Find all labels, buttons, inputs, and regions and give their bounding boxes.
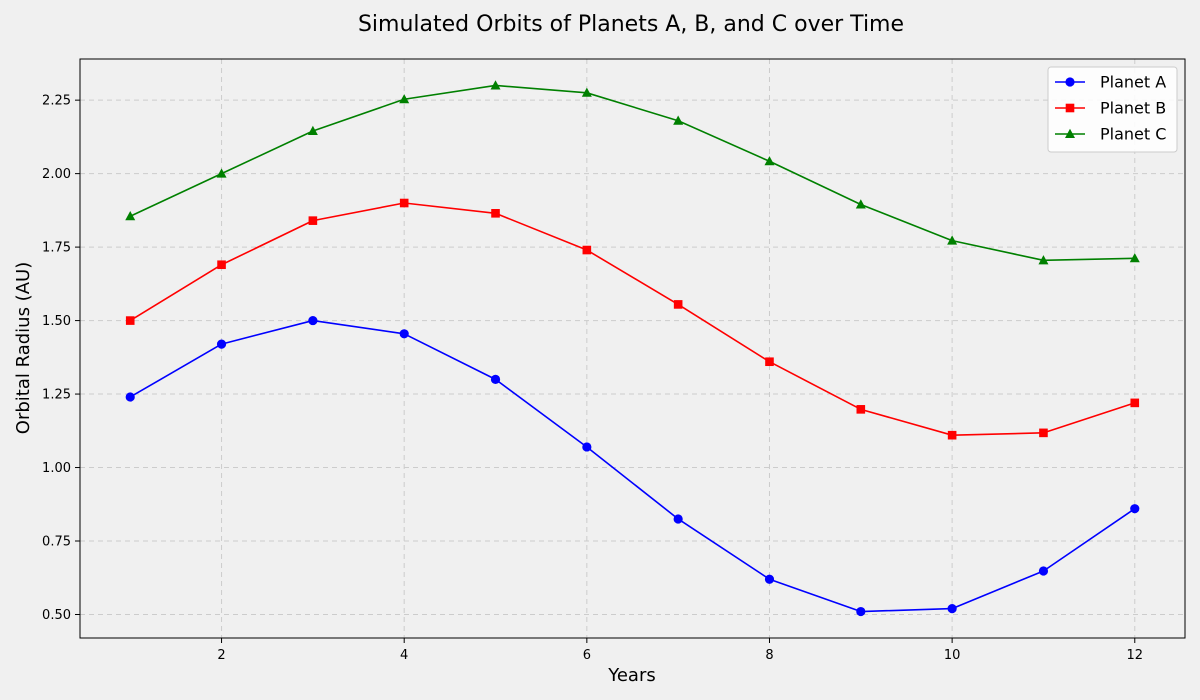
planet-a-point (1130, 504, 1140, 514)
planet-b-point (947, 430, 957, 440)
planet-a-point (673, 514, 683, 524)
planet-c-point (399, 94, 410, 104)
planet-a-point (764, 574, 775, 584)
x-tick-label: 12 (1126, 648, 1143, 663)
y-axis-label: Orbital Radius (AU) (13, 262, 34, 434)
planet-c-point (490, 80, 501, 90)
planet-b-series (125, 198, 1140, 440)
planet-a-point (308, 315, 318, 326)
x-axis-label: Years (607, 665, 656, 686)
planet-c-point (125, 211, 136, 221)
planet-a-point (399, 329, 409, 339)
planet-b-point (217, 260, 226, 270)
legend-marker-planet-c (1065, 128, 1075, 138)
legend-marker-planet-b (1065, 103, 1075, 113)
planet-c-series (125, 80, 1140, 265)
y-tick-label: 0.50 (42, 608, 71, 623)
legend-entry-planet-b: Planet B (1055, 99, 1166, 118)
planet-a-line (129, 319, 1136, 613)
planet-b-point (673, 300, 683, 309)
planet-a-point (490, 374, 501, 384)
planet-b-point (399, 198, 409, 208)
planet-c-point (216, 168, 227, 178)
planet-b-point (308, 216, 318, 225)
chart-title: Simulated Orbits of Planets A, B, and C … (358, 12, 904, 37)
series-lines (125, 80, 1140, 617)
planet-b-point (765, 357, 774, 367)
legend-label-planet-b: Planet B (1100, 99, 1166, 118)
y-tick-label: 2.25 (42, 94, 71, 109)
planet-c-point (764, 156, 775, 166)
planet-b-point (1130, 398, 1140, 408)
planet-c-point (581, 87, 592, 97)
y-tick-label: 1.75 (42, 241, 71, 256)
y-tick-label: 1.25 (42, 388, 71, 403)
planet-b-point (491, 209, 500, 218)
planet-b-line (129, 202, 1136, 437)
y-tick-label: 0.75 (42, 535, 71, 550)
planet-a-point (216, 339, 227, 349)
planet-c-point (1038, 255, 1049, 265)
legend-marker-planet-a (1065, 77, 1075, 87)
planet-b-point (856, 405, 866, 414)
x-tick-label: 10 (944, 648, 961, 663)
planet-c-point (947, 235, 958, 245)
y-tick-label: 1.00 (42, 461, 71, 476)
y-tick-label: 2.00 (42, 167, 71, 182)
planet-a-point (125, 392, 135, 402)
planet-c-point (1129, 253, 1140, 263)
x-tick-label: 6 (583, 648, 591, 663)
plot-area (79, 58, 1186, 639)
planet-b-point (582, 245, 592, 255)
legend-box (1047, 66, 1178, 153)
planet-a-point (1038, 566, 1049, 576)
planet-b-point (125, 316, 135, 325)
planet-c-line (129, 84, 1135, 262)
x-tick-label: 2 (217, 648, 225, 663)
planet-c-point (307, 125, 318, 136)
planet-b-point (1039, 428, 1048, 438)
x-tick-label: 8 (765, 648, 773, 663)
legend-entry-planet-a: Planet A (1055, 73, 1166, 92)
legend: Planet A Planet B Planet C (1047, 66, 1178, 153)
axis-ticks: 2 4 6 8 10 12 0.50 0.75 1.00 1.25 1.50 1.75 2.00 2.25 (42, 94, 1143, 663)
planet-a-point (582, 442, 592, 452)
x-tick-label: 4 (400, 648, 408, 663)
legend-label-planet-a: Planet A (1100, 73, 1166, 92)
planet-a-point (856, 606, 866, 617)
grid (80, 59, 1185, 638)
planet-c-point (855, 199, 866, 209)
planet-a-series (125, 315, 1140, 617)
legend-entry-planet-c: Planet C (1055, 125, 1166, 144)
planet-c-point (673, 115, 684, 125)
planet-a-point (947, 604, 957, 614)
y-tick-label: 1.50 (42, 314, 71, 329)
legend-label-planet-c: Planet C (1100, 125, 1166, 144)
